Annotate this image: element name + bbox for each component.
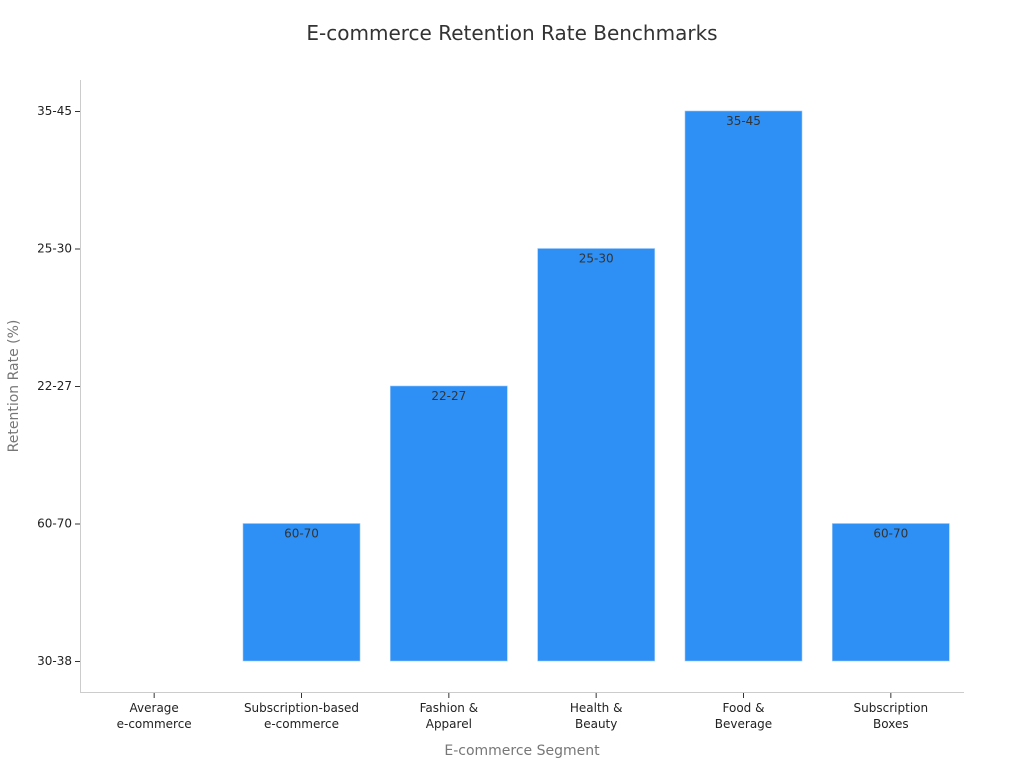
x-axis-ticks: Average e-commerce Subscription-based e-com… xyxy=(117,693,928,731)
y-tick-label: 25-30 xyxy=(37,242,72,256)
x-tick-label: Average xyxy=(130,701,179,715)
bar xyxy=(684,110,803,662)
bar xyxy=(390,385,508,662)
bar-data-label: 60-70 xyxy=(284,527,319,541)
bar-data-label: 60-70 xyxy=(873,527,908,541)
x-tick-label: Beverage xyxy=(715,717,772,731)
bar-data-label: 35-45 xyxy=(726,114,761,128)
x-tick-label: Fashion & xyxy=(420,701,478,715)
x-tick-label: Subscription-based xyxy=(244,701,359,715)
bar xyxy=(242,523,361,662)
y-tick-label: 35-45 xyxy=(37,104,72,118)
x-tick-label: e-commerce xyxy=(117,717,192,731)
x-tick-label: Boxes xyxy=(873,717,909,731)
x-tick-label: Food & xyxy=(723,701,765,715)
x-tick-label: e-commerce xyxy=(264,717,339,731)
x-tick-label: Beauty xyxy=(575,717,617,731)
x-axis-title: E-commerce Segment xyxy=(444,743,600,759)
bar xyxy=(832,523,950,662)
x-tick-label: Health & xyxy=(570,701,623,715)
y-tick-label: 22-27 xyxy=(37,379,72,393)
bar xyxy=(537,248,655,662)
y-axis-title: Retention Rate (%) xyxy=(6,320,22,453)
x-tick-label: Subscription xyxy=(854,701,929,715)
y-tick-label: 30-38 xyxy=(37,654,72,668)
bars-group: 60-70 22-27 25-30 35-45 60-70 xyxy=(242,110,950,662)
x-tick-label: Apparel xyxy=(426,717,472,731)
bar-data-label: 25-30 xyxy=(579,252,614,266)
y-axis-ticks: 30-38 60-70 22-27 25-30 35-45 xyxy=(37,104,80,668)
chart-title: E-commerce Retention Rate Benchmarks xyxy=(306,21,717,45)
y-tick-label: 60-70 xyxy=(37,517,72,531)
bar-data-label: 22-27 xyxy=(431,389,466,403)
